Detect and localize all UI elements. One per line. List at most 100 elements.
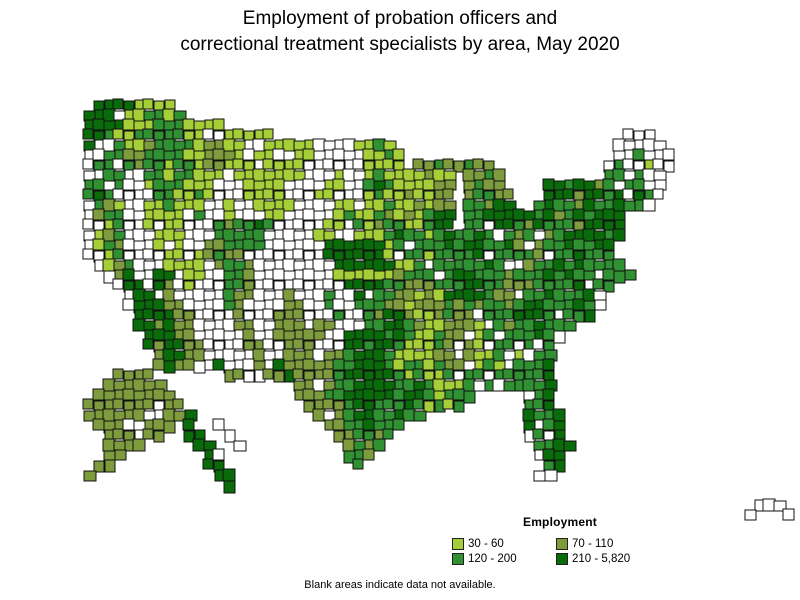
legend-item-label: 120 - 200 xyxy=(468,553,517,565)
map-title: Employment of probation officers and cor… xyxy=(0,6,800,58)
map-area-cell xyxy=(352,278,364,290)
map-area-cell xyxy=(382,248,394,260)
map-area-cell xyxy=(192,288,206,302)
map-area-cell xyxy=(652,158,664,170)
map-area-cell xyxy=(392,268,405,281)
map-area-cell xyxy=(252,348,266,362)
map-area-cell xyxy=(182,358,195,371)
map-area-cell xyxy=(382,278,394,290)
map-area-cell xyxy=(142,398,154,410)
map-area-cell xyxy=(442,398,454,410)
map-area-cell xyxy=(392,148,405,161)
map-area-cell xyxy=(492,288,506,302)
map-area-cell xyxy=(342,288,356,302)
map-area-cell xyxy=(342,138,356,152)
map-area-cell xyxy=(582,198,596,212)
map-area-cell xyxy=(552,438,566,452)
map-area-cell xyxy=(372,168,386,182)
map-area-cell xyxy=(402,378,416,392)
map-area-cell xyxy=(512,358,525,371)
map-area-cell xyxy=(422,298,435,311)
map-area-cell xyxy=(223,480,236,494)
map-area-cell xyxy=(282,288,296,302)
map-area-cell xyxy=(372,198,386,212)
map-area-cell xyxy=(242,298,255,311)
map-area-cell xyxy=(632,178,645,191)
map-area-cell xyxy=(642,138,656,152)
map-area-cell xyxy=(332,208,345,221)
map-area-cell xyxy=(532,278,544,290)
map-area-cell xyxy=(152,238,165,251)
map-area-cell xyxy=(592,248,604,260)
map-area-cell xyxy=(422,358,435,371)
map-area-cell xyxy=(452,298,465,311)
map-area-cell xyxy=(172,308,184,320)
map-area-cell xyxy=(382,308,394,320)
map-area-cell xyxy=(402,288,416,302)
map-area-cell xyxy=(152,178,165,191)
map-area-cell xyxy=(142,278,154,290)
map-area-cell xyxy=(272,268,285,281)
map-area-cell xyxy=(382,188,394,200)
map-area-cell xyxy=(202,188,214,200)
map-area-cell xyxy=(202,158,214,170)
map-area-cell xyxy=(372,228,386,242)
map-area-cell xyxy=(402,228,416,242)
map-area-cell xyxy=(342,198,356,212)
legend-item-label: 70 - 110 xyxy=(572,538,614,550)
map-area-cell xyxy=(432,198,446,212)
map-area-cell xyxy=(542,388,555,401)
map-area-cell xyxy=(462,228,476,242)
map-area-cell xyxy=(602,238,615,251)
map-area-cell xyxy=(442,368,454,380)
map-area-cell xyxy=(202,458,214,470)
map-area-cell xyxy=(322,308,334,320)
map-area-cell xyxy=(152,268,165,281)
map-area-cell xyxy=(572,238,585,251)
map-area-cell xyxy=(122,418,135,431)
map-area-cell xyxy=(102,438,116,452)
map-area-cell xyxy=(442,308,454,320)
map-area-cell xyxy=(492,258,506,272)
map-area-cell xyxy=(92,118,105,131)
map-area-cell xyxy=(262,248,274,260)
map-area-cell xyxy=(152,358,165,371)
map-area-cell xyxy=(82,128,94,140)
map-area-cell xyxy=(322,248,334,260)
map-area-cell xyxy=(302,208,315,221)
map-area-cell xyxy=(132,408,146,422)
map-area-cell xyxy=(654,179,667,191)
map-area-cell xyxy=(492,168,506,182)
map-area-cell xyxy=(602,208,615,221)
map-area-cell xyxy=(232,188,244,200)
map-area-cell xyxy=(102,108,116,122)
map-area-cell xyxy=(172,218,184,230)
map-area-cell xyxy=(192,138,206,152)
map-area-cell xyxy=(554,459,566,473)
map-area-cell xyxy=(652,188,664,200)
map-area-cell xyxy=(282,318,296,332)
map-area-cell xyxy=(162,138,176,152)
map-area-cell xyxy=(132,288,146,302)
map-area-cell xyxy=(482,208,495,221)
map-area-cell xyxy=(292,248,304,260)
map-area-cell xyxy=(172,248,184,260)
map-area-cell xyxy=(272,238,285,251)
map-area-cell xyxy=(452,328,465,341)
map-area-cell xyxy=(112,248,124,260)
map-area-cell xyxy=(612,168,626,182)
map-area-cell xyxy=(202,278,214,290)
map-title-line1: Employment of probation officers and xyxy=(242,8,558,29)
map-area-cell xyxy=(582,288,596,302)
legend-item: 30 - 60 xyxy=(452,538,556,550)
map-area-cell xyxy=(113,440,127,452)
map-area-cell xyxy=(162,168,176,182)
map-area-cell xyxy=(432,168,446,182)
map-area-cell xyxy=(382,368,394,380)
map-area-cell xyxy=(312,318,326,332)
map-area-cell xyxy=(552,318,566,332)
map-area-cell xyxy=(232,308,244,320)
map-area-cell xyxy=(182,238,195,251)
map-area-cell xyxy=(112,98,124,110)
map-area-cell xyxy=(453,400,465,413)
